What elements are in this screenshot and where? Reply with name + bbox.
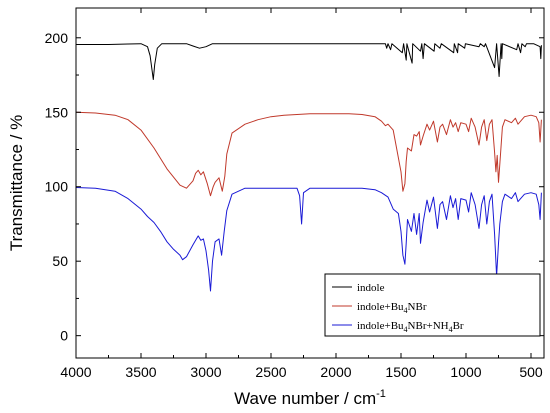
x-tick-label: 2500	[255, 364, 286, 380]
legend-label-3: indole+Bu4NBr+NH4Br	[357, 320, 464, 334]
y-tick-label: 100	[45, 179, 69, 195]
x-tick-label: 1000	[450, 364, 481, 380]
series-line-2	[75, 111, 542, 197]
y-tick-label: 50	[52, 253, 68, 269]
plot-area	[75, 7, 545, 359]
x-axis-ticks: 4000 3500 3000 2500 2000 1500 1000 500	[60, 8, 543, 380]
x-tick-label: 4000	[60, 364, 91, 380]
y-axis-ticks: 0 50 100 150 200	[45, 30, 544, 344]
x-tick-label: 3500	[125, 364, 156, 380]
x-tick-label: 2000	[320, 364, 351, 380]
y-tick-label: 200	[45, 30, 69, 46]
x-axis-title-sup: -1	[376, 388, 386, 400]
y-tick-label: 150	[45, 104, 69, 120]
legend-label-2: indole+Bu4NBr	[357, 301, 427, 315]
plot-frame	[75, 7, 545, 359]
x-tick-label: 1500	[385, 364, 416, 380]
x-tick-label: 3000	[190, 364, 221, 380]
y-axis-title: Transmittance / %	[7, 115, 26, 251]
legend-label-1: indole	[357, 282, 385, 294]
x-axis-title: Wave number / cm-1	[234, 388, 386, 408]
x-tick-label: 500	[519, 364, 543, 380]
legend: indole indole+Bu4NBr indole+Bu4NBr+NH4Br	[324, 273, 541, 337]
series-line-3	[75, 187, 542, 292]
x-axis-title-text: Wave number / cm	[234, 389, 376, 408]
y-tick-label: 0	[60, 328, 68, 344]
legend-box	[324, 273, 541, 337]
series-line-1	[76, 43, 542, 80]
